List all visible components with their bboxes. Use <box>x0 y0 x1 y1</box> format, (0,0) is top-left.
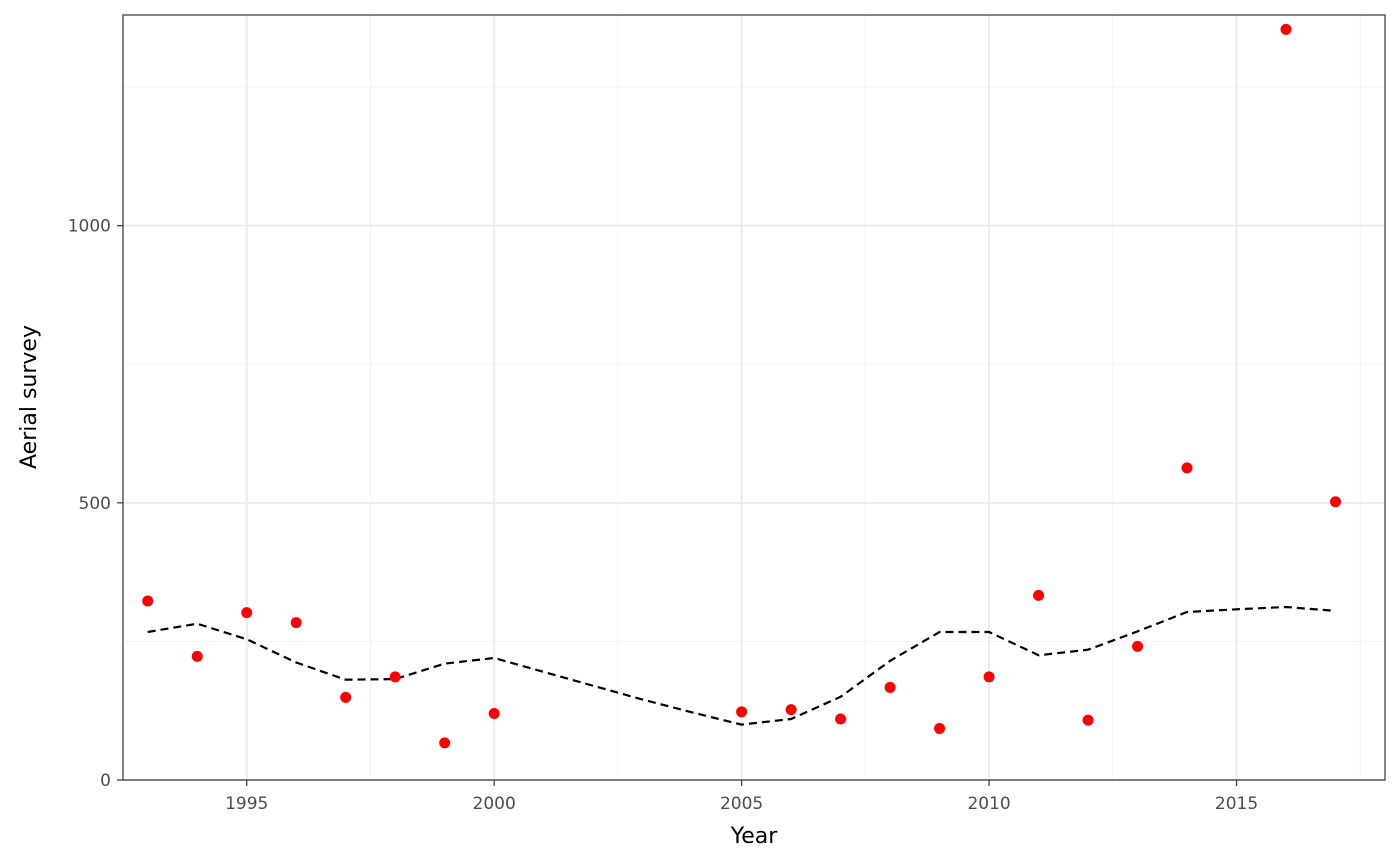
panel-border <box>122 14 1386 781</box>
plot-background <box>123 15 1385 780</box>
x-axis: 1995 2000 2005 2010 2015 <box>225 780 1258 814</box>
data-point <box>835 713 847 725</box>
y-tick-label: 500 <box>79 494 111 514</box>
y-tick-label: 0 <box>100 771 111 791</box>
data-point <box>439 737 451 749</box>
data-point <box>1330 496 1342 508</box>
data-point <box>191 650 203 662</box>
data-points <box>142 23 1342 749</box>
data-point <box>340 691 352 703</box>
data-point <box>241 607 253 619</box>
data-point <box>736 706 748 718</box>
data-point <box>1280 23 1292 35</box>
data-point <box>1033 589 1045 601</box>
x-tick-label: 2010 <box>967 794 1010 814</box>
x-tick-label: 2000 <box>473 794 516 814</box>
y-tick-label: 1000 <box>68 217 111 237</box>
data-point <box>389 671 401 683</box>
data-point <box>934 722 946 734</box>
data-point <box>884 681 896 693</box>
x-tick-label: 1995 <box>225 794 268 814</box>
data-point <box>1132 640 1144 652</box>
y-axis-title: Aerial survey <box>17 325 42 469</box>
data-point <box>1082 714 1094 726</box>
data-point <box>142 595 154 607</box>
x-tick-label: 2005 <box>720 794 763 814</box>
data-point <box>290 617 302 629</box>
grid-minor <box>122 15 1385 780</box>
data-point <box>1181 462 1193 474</box>
data-point <box>983 671 995 683</box>
data-point <box>488 707 500 719</box>
y-axis: 0 500 1000 <box>68 217 123 791</box>
x-tick-label: 2015 <box>1215 794 1258 814</box>
x-axis-title: Year <box>730 824 779 849</box>
data-point <box>785 704 797 716</box>
trend-line <box>147 605 1336 726</box>
